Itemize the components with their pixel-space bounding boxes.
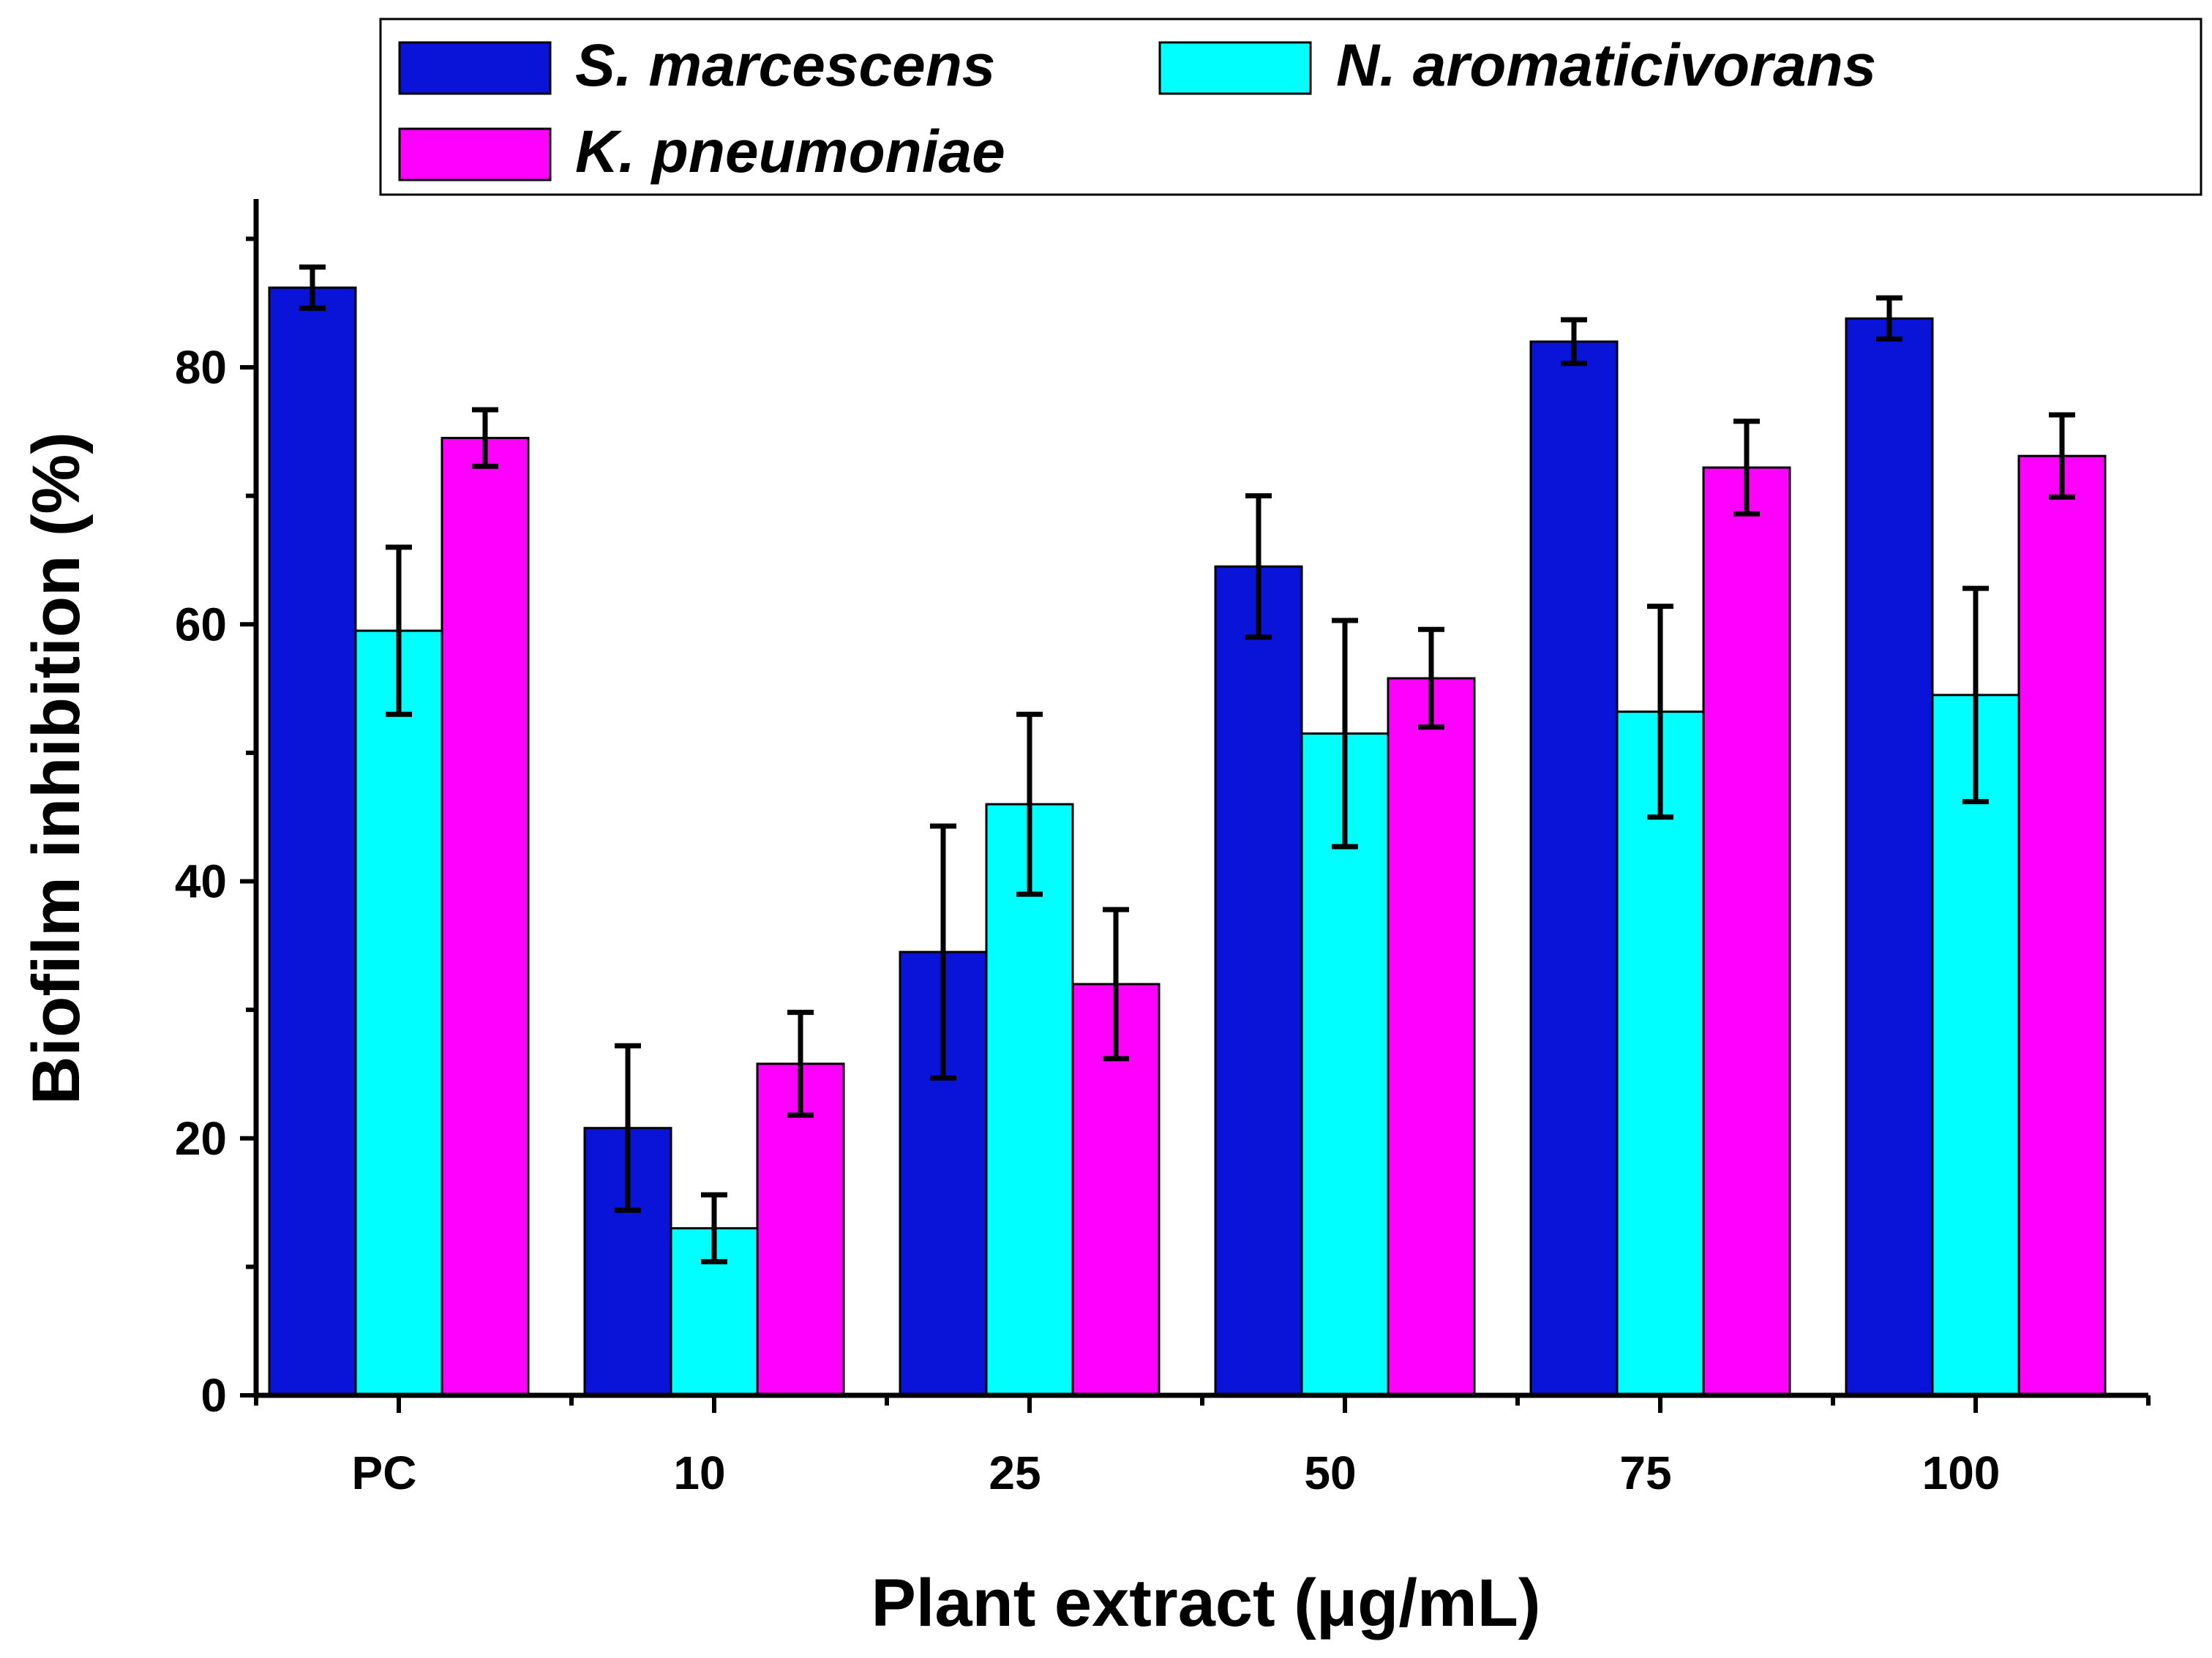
legend-swatch-n-aromaticivorans [1158,41,1312,95]
bar-0-3 [1214,565,1303,1397]
legend-swatch-k-pneumoniae [398,127,552,181]
y-axis-title: Biofilm inhibition (%) [19,432,94,1105]
y-tick-label-0: 0 [200,1369,227,1422]
bar-2-4 [1702,466,1791,1397]
bar-2-3 [1387,677,1476,1397]
legend-label-k-pneumoniae: K. pneumoniae [575,119,1005,185]
legend-label-s-marcescens: S. marcescens [575,32,995,99]
bar-0-0 [268,286,357,1397]
x-tick-label-3: 50 [1304,1447,1356,1499]
legend: S. marcescens N. aromaticivorans K. pneu… [379,18,2202,196]
y-tick-label-80: 80 [175,341,227,394]
bars [268,286,2107,1397]
x-axis-title: Plant extract (μg/mL) [871,1566,1540,1640]
legend-label-n-aromaticivorans: N. aromaticivorans [1336,32,1876,99]
x-tick-label-1: 10 [673,1447,725,1499]
legend-swatch-s-marcescens [398,41,552,95]
bar-1-5 [1931,694,2020,1397]
bar-0-4 [1529,340,1619,1397]
bar-1-2 [985,803,1074,1397]
bar-0-5 [1845,317,1934,1397]
bar-2-5 [2017,454,2107,1397]
bar-2-0 [440,437,530,1397]
x-tick-label-5: 100 [1922,1447,2001,1499]
y-tick-label-20: 20 [175,1112,227,1165]
y-tick-label-60: 60 [175,598,227,650]
bar-2-1 [756,1062,845,1397]
x-tick-label-4: 75 [1619,1447,1671,1499]
x-tick-label-0: PC [352,1447,417,1499]
axes: 0 20 40 60 80 PC 10 25 50 75 100 [175,199,2151,1499]
error-bars [299,264,2075,1264]
x-tick-label-2: 25 [989,1447,1041,1499]
y-tick-label-40: 40 [175,855,227,908]
bar-1-0 [354,629,443,1397]
